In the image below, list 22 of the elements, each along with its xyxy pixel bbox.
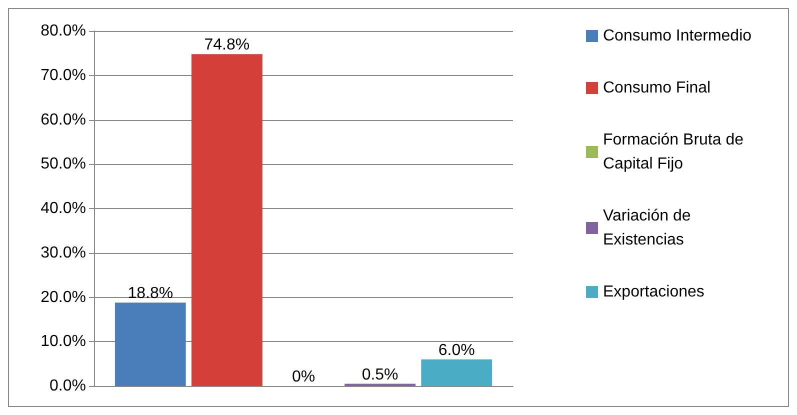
y-tick-label: 80.0%: [40, 22, 86, 40]
legend-label: Exportaciones: [603, 284, 704, 300]
y-tick-label: 40.0%: [40, 200, 86, 217]
y-tick-label: 60.0%: [40, 111, 86, 128]
data-label: 18.8%: [128, 285, 174, 302]
y-tick-label: 50.0%: [40, 156, 86, 173]
y-tick-label: 70.0%: [40, 66, 86, 84]
bar: [421, 359, 492, 386]
bar: [192, 54, 262, 386]
legend-label: Variación de Existencias: [603, 208, 696, 248]
data-label: 74.8%: [204, 36, 250, 54]
data-label: 6.0%: [438, 342, 475, 359]
data-label: 0.5%: [362, 366, 398, 384]
legend-label: Formación Bruta de Capital Fijo: [603, 132, 748, 172]
y-tick-label: 20.0%: [40, 288, 86, 306]
y-tick-label: 30.0%: [40, 244, 86, 262]
y-tick-label: 0.0%: [50, 378, 86, 394]
legend-label: Consumo Intermedio: [603, 28, 752, 44]
legend-label: Consumo Final: [603, 80, 711, 96]
data-label: 0%: [292, 368, 316, 386]
bar: [114, 302, 186, 386]
y-tick-label: 10.0%: [40, 333, 86, 350]
